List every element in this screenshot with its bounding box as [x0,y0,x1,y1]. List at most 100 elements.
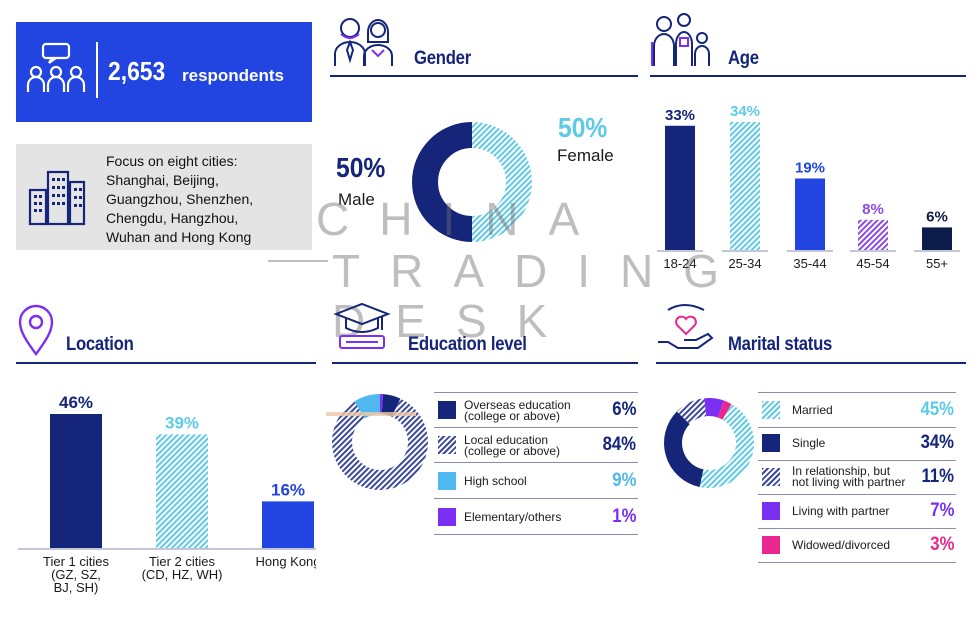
legend-value: 7% [929,500,954,521]
age-bar [858,219,888,250]
marital-legend: Married 45% Single 34% In relationship, … [758,392,956,564]
respondents-count: 2,653 [108,56,166,86]
age-bar [730,122,760,250]
legend-value: 9% [611,470,636,491]
marital-rule [656,362,966,364]
legend-row-married: Married 45% [758,392,956,428]
age-value-label: 19% [795,159,825,176]
donut-slice-highschool [354,394,381,419]
legend-value: 45% [920,399,954,420]
legend-swatch [438,508,456,526]
respondents-box: 2,653 respondents [16,22,312,122]
legend-value: 1% [611,506,636,527]
donut-slice-widowed [717,400,732,420]
legend-value: 11% [921,466,954,487]
gender-title: Gender [414,48,471,69]
male-percent: 50% [336,152,386,183]
age-value-label: 6% [926,208,948,225]
people-chat-icon [26,42,86,92]
legend-row-overseas: Overseas education (college or above) 6% [434,392,638,428]
location-category-label: Tier 2 cities [149,554,215,569]
respondents-label: respondents [182,66,285,85]
location-bar [262,501,314,548]
education-title: Education level [408,334,527,355]
education-donut [332,394,428,490]
legend-label: Living with partner [792,504,890,518]
legend-swatch [438,401,456,419]
female-percent: 50% [558,112,608,143]
legend-label: (college or above) [464,444,561,458]
age-value-label: 8% [862,201,884,218]
age-rule [650,75,966,77]
location-bar [156,434,208,548]
legend-label: not living with partner [792,475,906,489]
gender-rule [330,75,638,77]
location-category-label: (CD, HZ, WH) [142,567,223,582]
age-bar [795,178,825,250]
education-legend: Overseas education (college or above) 6%… [434,392,638,540]
cities-line: Chengdu, Hangzhou, [106,210,239,226]
legend-row-relationship: In relationship, but not living with par… [758,460,956,495]
legend-value: 34% [920,432,954,453]
location-title: Location [66,334,134,355]
donut-slice-living [704,398,724,418]
legend-value: 6% [611,399,636,420]
donut-slice-married [699,404,754,488]
location-category-label: BJ, SH) [54,580,99,595]
location-value-label: 39% [165,413,199,432]
legend-row-single: Single 34% [758,426,956,461]
location-category-label: (GZ, SZ, [51,567,101,582]
location-chart: 46% Tier 1 cities(GZ, SZ,BJ, SH) 39% Tier 2… [18,393,316,595]
watermark-line-1: CHINA [316,193,610,245]
age-bar [922,227,952,250]
donut-slice-single [664,411,704,488]
location-value-label: 46% [59,393,93,412]
legend-label: Overseas education [464,398,571,412]
gender-donut [412,122,532,242]
marital-donut [664,398,754,488]
marital-title: Marital status [728,334,833,355]
couple-icon [334,18,393,66]
legend-row-elementary: Elementary/others 1% [434,500,638,535]
donut-slice-male [412,122,473,242]
legend-swatch [438,436,456,454]
age-category-label: 18-24 [663,256,696,271]
legend-value: 3% [929,534,954,555]
cities-line: Shanghai, Beijing, [106,172,219,188]
respondents-divider [96,42,98,98]
female-label: Female [557,146,614,165]
location-pin-icon [18,304,54,356]
legend-swatch [762,401,780,419]
watermark-line-2: TRADING [332,245,749,297]
legend-swatch [762,468,780,486]
legend-value: 84% [602,434,636,455]
male-label: Male [338,190,375,209]
legend-label: Elementary/others [464,510,562,524]
family-icon [651,13,710,66]
cities-line: Guangzhou, Shenzhen, [106,191,254,207]
legend-row-living: Living with partner 7% [758,494,956,529]
location-category-label: Hong Kong [255,554,316,569]
age-category-label: 55+ [926,256,948,271]
hand-heart-icon [658,304,714,349]
education-accent-line [326,412,416,416]
cities-box: Focus on eight cities: Shanghai, Beijing… [16,144,312,250]
legend-swatch [438,472,456,490]
donut-slice-relationship [676,398,707,425]
age-bar [665,125,695,250]
education-rule [332,362,638,364]
age-value-label: 34% [730,103,760,120]
age-title: Age [728,48,759,69]
cities-line: Focus on eight cities: [106,153,238,169]
location-value-label: 16% [271,480,305,499]
legend-label: (college or above) [464,409,561,423]
legend-row-widowed: Widowed/divorced 3% [758,528,956,563]
legend-label: Single [792,436,826,450]
cities-line: Wuhan and Hong Kong [106,229,252,245]
legend-swatch [762,502,780,520]
buildings-icon [28,170,86,226]
donut-slice-local [332,398,428,490]
legend-swatch [762,434,780,452]
location-category-label: Tier 1 cities [43,554,109,569]
age-category-label: 25-34 [728,256,761,271]
